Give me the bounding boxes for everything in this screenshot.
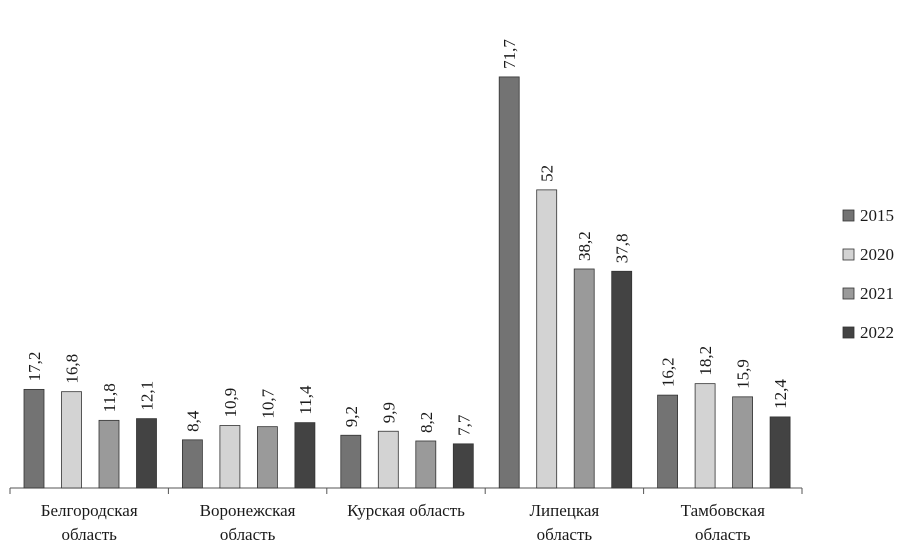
data-label: 8,2 xyxy=(417,412,436,433)
bar-2022 xyxy=(452,443,474,489)
legend-label: 2021 xyxy=(860,284,894,303)
category-label: Липецкая xyxy=(530,501,600,520)
legend-label: 2015 xyxy=(860,206,894,225)
bar-2022 xyxy=(769,416,791,489)
bar-2020 xyxy=(61,391,82,489)
data-label: 11,8 xyxy=(100,383,119,412)
data-label: 18,2 xyxy=(696,346,715,376)
bar-2020 xyxy=(536,189,558,489)
category-label: Белгородская xyxy=(41,501,138,520)
category-label: область xyxy=(61,525,117,543)
data-label: 52 xyxy=(538,165,557,182)
bar-2022 xyxy=(136,418,157,489)
bar-2015 xyxy=(657,394,678,489)
bar-2015 xyxy=(181,439,203,489)
bar-2020 xyxy=(694,383,716,489)
legend-label: 2022 xyxy=(860,323,894,342)
bar-2021 xyxy=(256,426,278,489)
data-label: 16,8 xyxy=(63,354,82,384)
data-label: 9,9 xyxy=(379,402,398,423)
data-label: 8,4 xyxy=(183,410,202,432)
category-label: область xyxy=(695,525,751,543)
data-label: 10,9 xyxy=(221,388,240,418)
legend-swatch-2020 xyxy=(842,248,855,261)
legend-swatch-2021 xyxy=(842,287,855,300)
category-label: область xyxy=(537,525,593,543)
data-label: 37,8 xyxy=(613,234,632,264)
bar-2021 xyxy=(732,396,753,489)
legend-label: 2020 xyxy=(860,245,894,264)
category-label: Курская область xyxy=(347,501,465,520)
bar-2022 xyxy=(611,270,633,489)
bar-2020 xyxy=(377,430,399,489)
bar-2022 xyxy=(294,422,316,489)
data-label: 7,7 xyxy=(454,414,473,436)
bar-2015 xyxy=(23,388,45,489)
data-label: 10,7 xyxy=(258,388,277,418)
data-label: 71,7 xyxy=(500,39,519,69)
category-label: Тамбовская xyxy=(681,501,765,520)
bar-2020 xyxy=(219,425,241,489)
data-label: 12,1 xyxy=(138,381,157,411)
data-label: 38,2 xyxy=(575,231,594,261)
data-label: 15,9 xyxy=(734,359,753,389)
legend-swatch-2022 xyxy=(842,326,855,339)
bar-2015 xyxy=(340,434,362,489)
data-label: 9,2 xyxy=(342,406,361,427)
data-label: 17,2 xyxy=(25,352,44,382)
legend-swatch-2015 xyxy=(842,209,855,222)
data-label: 12,4 xyxy=(771,379,790,409)
bar-2021 xyxy=(415,440,437,489)
data-label: 16,2 xyxy=(659,357,678,387)
bar-2021 xyxy=(573,268,595,489)
category-label: Воронежская xyxy=(200,501,296,520)
category-label: область xyxy=(220,525,276,543)
bar-2015 xyxy=(498,76,520,489)
bar-2021 xyxy=(98,419,120,489)
data-label: 11,4 xyxy=(296,385,315,415)
